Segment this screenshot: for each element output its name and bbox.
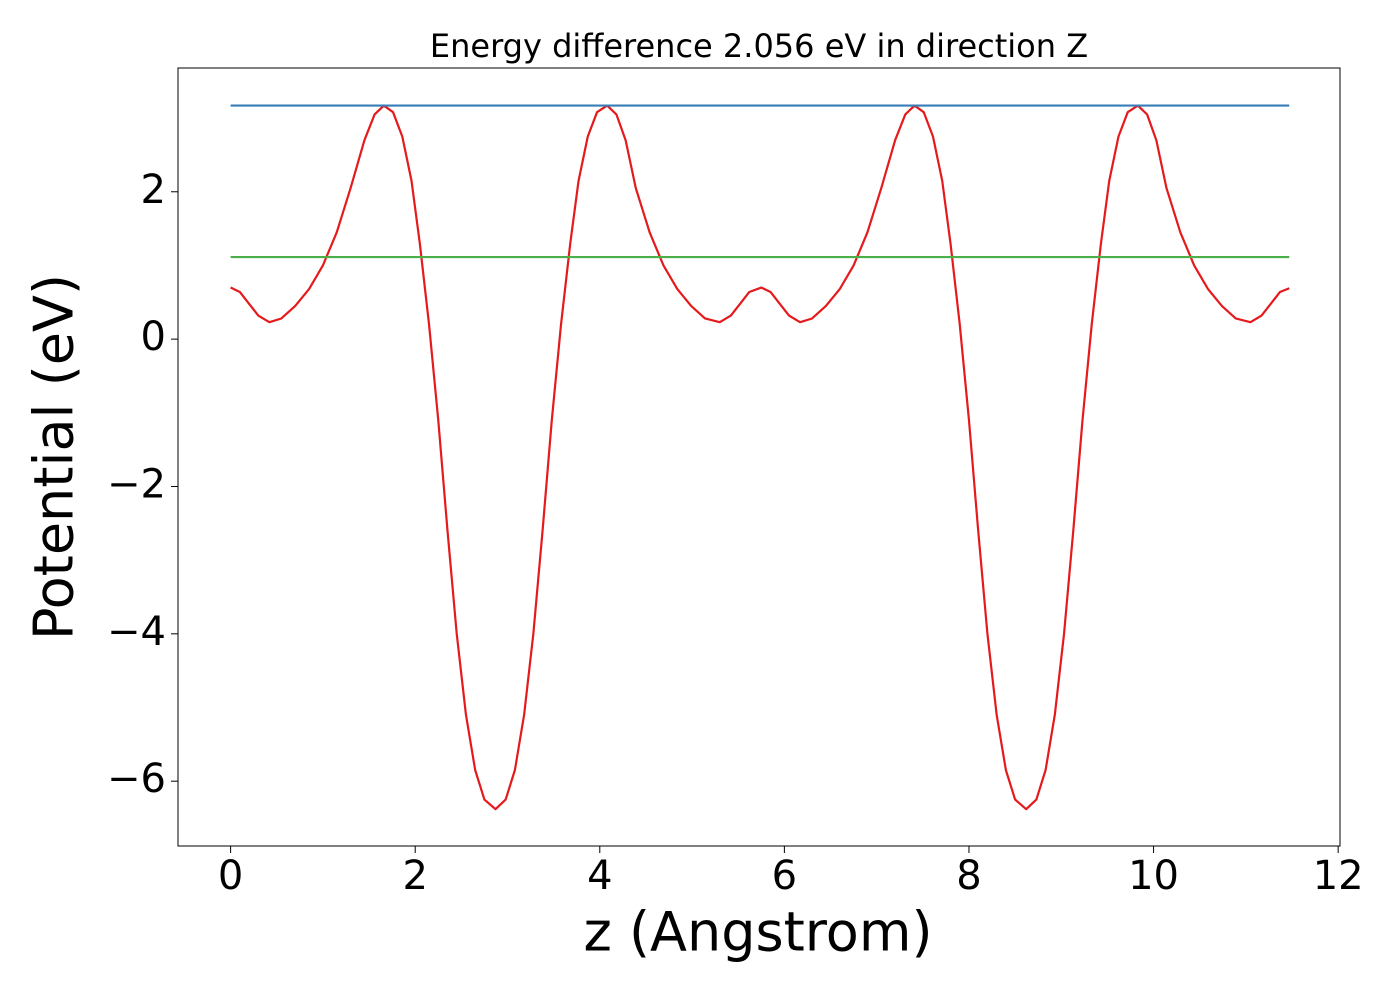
- x-tick-label: 8: [956, 853, 981, 899]
- x-tick-label: 4: [587, 853, 612, 899]
- y-axis-label: Potential (eV): [23, 274, 86, 640]
- x-tick-label: 10: [1128, 853, 1179, 899]
- x-tick-label: 6: [772, 853, 797, 899]
- x-tick-label: 12: [1313, 853, 1364, 899]
- plot-frame: [177, 67, 1341, 847]
- y-tick-label: −6: [107, 756, 166, 802]
- x-tick-label: 0: [218, 853, 243, 899]
- x-tick-label: 2: [402, 853, 427, 899]
- y-tick-label: 0: [141, 314, 166, 360]
- y-tick-label: 2: [141, 167, 166, 213]
- x-axis-label: z (Angstrom): [583, 901, 932, 964]
- y-tick-label: −2: [107, 461, 166, 507]
- chart-title: Energy difference 2.056 eV in direction …: [430, 27, 1088, 65]
- line-series: [230, 104, 1290, 811]
- y-tick-label: −4: [107, 609, 166, 655]
